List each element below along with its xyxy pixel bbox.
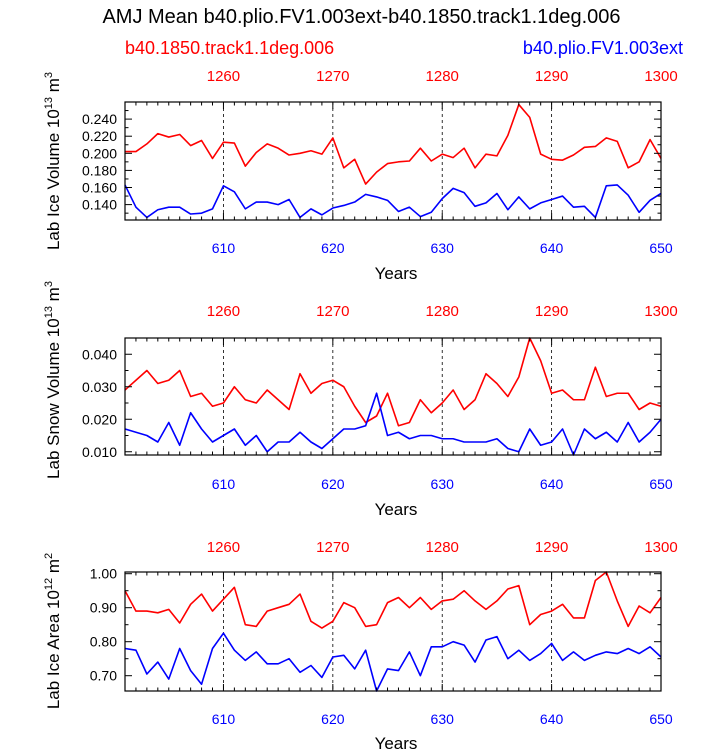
- y-tick-label: 1.00: [90, 566, 117, 582]
- y-axis-label-part: Lab Ice Volume 10: [44, 109, 63, 250]
- x-tick-label-bottom: 640: [540, 476, 564, 492]
- y-tick-label: 0.040: [82, 346, 117, 362]
- series-line-blue: [124, 392, 662, 456]
- plot-frame: [124, 337, 662, 456]
- x-tick-label-bottom: 610: [212, 240, 236, 256]
- x-tick-label-top: 1290: [535, 303, 568, 320]
- x-tick-label-bottom: 620: [321, 711, 345, 727]
- x-tick-label-top: 1260: [207, 68, 240, 85]
- x-axis-label: Years: [375, 734, 418, 751]
- x-tick-label-bottom: 650: [649, 711, 673, 727]
- x-tick-label-top: 1290: [535, 68, 568, 85]
- series-line-blue: [124, 184, 662, 219]
- x-tick-label-bottom: 650: [649, 476, 673, 492]
- series-line-blue: [124, 632, 662, 692]
- y-tick-label: 0.220: [82, 128, 117, 144]
- x-tick-label-top: 1280: [426, 68, 459, 85]
- y-tick-label: 0.140: [82, 197, 117, 213]
- y-tick-label: 0.030: [82, 379, 117, 395]
- y-tick-label: 0.90: [90, 600, 117, 616]
- x-tick-label-bottom: 610: [212, 476, 236, 492]
- x-tick-label-top: 1280: [426, 303, 459, 320]
- legend-blue-label: b40.plio.FV1.003ext: [522, 38, 683, 58]
- y-tick-label: 0.200: [82, 145, 117, 161]
- x-tick-label-bottom: 620: [321, 240, 345, 256]
- y-axis-label: Lab Ice Area 1012 m2: [43, 553, 63, 709]
- x-tick-label-bottom: 630: [431, 240, 455, 256]
- x-tick-label-top: 1290: [535, 539, 568, 556]
- x-tick-label-bottom: 610: [212, 711, 236, 727]
- x-tick-label-top: 1300: [644, 68, 677, 85]
- y-tick-label: 0.180: [82, 162, 117, 178]
- plot-frame: [124, 571, 662, 692]
- x-axis-label: Years: [375, 264, 418, 283]
- y-axis-label-part: 3: [43, 72, 55, 78]
- x-tick-label-top: 1300: [644, 303, 677, 320]
- figure-title: AMJ Mean b40.plio.FV1.003ext-b40.1850.tr…: [102, 6, 621, 28]
- x-tick-label-top: 1270: [316, 539, 349, 556]
- y-tick-label: 0.010: [82, 444, 117, 460]
- x-tick-label-bottom: 630: [431, 476, 455, 492]
- y-tick-label: 0.80: [90, 634, 117, 650]
- x-axis-label: Years: [375, 500, 418, 519]
- y-axis-label-part: 13: [43, 306, 55, 318]
- y-axis-label-part: Lab Ice Area 10: [44, 590, 63, 709]
- y-axis-label-part: m: [44, 287, 63, 306]
- y-tick-label: 0.240: [82, 111, 117, 127]
- x-tick-label-bottom: 620: [321, 476, 345, 492]
- y-tick-label: 0.020: [82, 411, 117, 427]
- y-axis-label-part: m: [44, 78, 63, 97]
- y-axis-label-part: 13: [43, 97, 55, 109]
- series-line-red: [124, 571, 662, 629]
- x-tick-label-top: 1260: [207, 539, 240, 556]
- y-tick-label: 0.160: [82, 180, 117, 196]
- x-tick-label-top: 1260: [207, 303, 240, 320]
- x-tick-label-top: 1270: [316, 68, 349, 85]
- x-tick-label-bottom: 640: [540, 711, 564, 727]
- y-axis-label-part: 2: [43, 553, 55, 559]
- x-tick-label-bottom: 630: [431, 711, 455, 727]
- series-line-red: [125, 103, 662, 185]
- legend-red-label: b40.1850.track1.1deg.006: [125, 38, 335, 58]
- y-axis-label-part: Lab Snow Volume 10: [44, 318, 63, 479]
- y-axis-label-part: 12: [43, 578, 55, 590]
- x-tick-label-top: 1300: [644, 539, 677, 556]
- chart-panel-2: 0.010 0.020 0.030 0.040 610 620 630 640 650 1260 1…: [43, 281, 678, 519]
- plot-frame: [124, 101, 662, 221]
- y-axis-label-part: 3: [43, 281, 55, 287]
- y-axis-label-part: m: [44, 559, 63, 578]
- y-axis-label: Lab Ice Volume 1013 m3: [43, 72, 63, 250]
- series-line-red: [124, 337, 662, 427]
- x-tick-label-top: 1270: [316, 303, 349, 320]
- x-tick-label-top: 1280: [426, 539, 459, 556]
- y-tick-label: 0.70: [90, 668, 117, 684]
- y-axis-label: Lab Snow Volume 1013 m3: [43, 281, 63, 479]
- x-tick-label-bottom: 650: [649, 240, 673, 256]
- x-tick-label-bottom: 640: [540, 240, 564, 256]
- chart-panel-3: 0.70 0.80 0.90 1.00 610 620 630 640 650 1260 1270 1…: [43, 539, 678, 751]
